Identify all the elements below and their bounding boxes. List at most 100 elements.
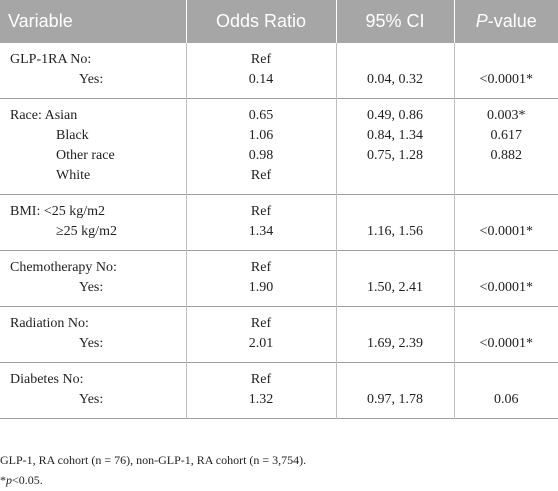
- p-value: [455, 258, 558, 278]
- odds-ratio-value: 0.65: [248, 108, 274, 123]
- ci-value: 0.97, 1.78: [367, 392, 423, 407]
- variable-label: Race: Asian: [10, 108, 78, 123]
- cell-p-value: <0.0001*: [454, 307, 558, 363]
- footnote-significance: *p<0.05.: [0, 470, 306, 490]
- ci-value: 0.84, 1.34: [367, 128, 423, 143]
- variable-label: White: [56, 168, 91, 183]
- odds-ratio-value: 1.32: [248, 392, 274, 407]
- ci-value: 1.16, 1.56: [367, 224, 423, 239]
- cell-p-value: 0.06: [454, 363, 558, 419]
- cell-odds-ratio: Ref 1.90: [186, 250, 337, 307]
- cell-variable: Chemotherapy No: Yes:: [0, 250, 187, 307]
- p-value: [455, 202, 558, 222]
- variable-label: Radiation No:: [10, 316, 89, 331]
- p-value: 0.617: [490, 128, 523, 143]
- odds-ratio-value: 0.14: [248, 72, 274, 87]
- cell-odds-ratio: 0.65 1.06 0.98 Ref: [186, 98, 337, 195]
- cell-variable: BMI: <25 kg/m2 ≥25 kg/m2: [0, 194, 187, 251]
- cell-odds-ratio: Ref 2.01: [186, 306, 337, 363]
- cell-variable: Radiation No: Yes:: [0, 306, 187, 363]
- header-p-suffix: -value: [487, 11, 537, 31]
- cell-p-value: <0.0001*: [454, 43, 558, 99]
- variable-label: Yes:: [79, 280, 104, 295]
- cell-variable: GLP-1RA No: Yes:: [0, 43, 187, 99]
- table-row-bmi: BMI: <25 kg/m2 ≥25 kg/m2 Ref 1.34 1.16, …: [0, 194, 558, 251]
- p-value: [455, 314, 558, 334]
- odds-ratio-value: 1.34: [248, 224, 274, 239]
- cell-p-value: <0.0001*: [454, 251, 558, 307]
- p-value: 0.06: [494, 392, 519, 407]
- header-p-letter: P: [475, 11, 488, 31]
- ci-value: 0.49, 0.86: [367, 108, 423, 123]
- p-value: 0.003*: [487, 108, 526, 123]
- odds-ratio-value: 0.98: [248, 148, 274, 163]
- odds-ratio-value: Ref: [250, 204, 272, 219]
- ci-value: [337, 166, 454, 186]
- variable-label: Yes:: [79, 336, 104, 351]
- ci-value: 0.04, 0.32: [367, 72, 423, 87]
- footnote-threshold: <0.05.: [12, 473, 43, 487]
- cell-ci: 1.69, 2.39: [336, 306, 455, 363]
- variable-label: Yes:: [79, 72, 104, 87]
- variable-label: GLP-1RA No:: [10, 52, 92, 67]
- cell-ci: 0.04, 0.32: [336, 43, 455, 99]
- odds-ratio-value: Ref: [250, 372, 272, 387]
- odds-ratio-value: 1.06: [248, 128, 274, 143]
- p-value: [455, 370, 558, 390]
- table-row-diabetes: Diabetes No: Yes: Ref 1.32 0.97, 1.78 0.…: [0, 362, 558, 419]
- p-value: [455, 50, 558, 70]
- cell-p-value: <0.0001*: [454, 195, 558, 251]
- footnote-cohort: GLP-1, RA cohort (n = 76), non-GLP-1, RA…: [0, 453, 307, 467]
- variable-label: Yes:: [79, 392, 104, 407]
- table-row-chemotherapy: Chemotherapy No: Yes: Ref 1.90 1.50, 2.4…: [0, 250, 558, 307]
- odds-ratio-table: Variable Odds Ratio 95% CI P-value GLP-1…: [0, 0, 558, 419]
- table-header-row: Variable Odds Ratio 95% CI P-value: [0, 0, 558, 43]
- variable-label: Chemotherapy No:: [10, 260, 117, 275]
- odds-ratio-value: Ref: [250, 168, 272, 183]
- ci-value: 1.50, 2.41: [367, 280, 423, 295]
- odds-ratio-value: 1.90: [248, 280, 274, 295]
- cell-odds-ratio: Ref 0.14: [186, 43, 337, 99]
- results-table-container: Variable Odds Ratio 95% CI P-value GLP-1…: [0, 0, 558, 419]
- odds-ratio-value: Ref: [250, 260, 272, 275]
- footnote-p-letter: p: [6, 473, 12, 487]
- ci-value: [337, 202, 454, 222]
- cell-p-value: 0.003* 0.617 0.882: [454, 99, 558, 195]
- table-row-radiation: Radiation No: Yes: Ref 2.01 1.69, 2.39 <…: [0, 306, 558, 363]
- odds-ratio-value: 2.01: [248, 336, 274, 351]
- odds-ratio-value: Ref: [250, 52, 272, 67]
- variable-label: ≥25 kg/m2: [56, 224, 117, 239]
- cell-odds-ratio: Ref 1.34: [186, 194, 337, 251]
- header-p-value: P-value: [454, 0, 558, 43]
- footnote-asterisk: *: [0, 473, 6, 487]
- p-value: [455, 166, 558, 186]
- cell-ci: 1.16, 1.56: [336, 194, 455, 251]
- ci-value: 1.69, 2.39: [367, 336, 423, 351]
- cell-odds-ratio: Ref 1.32: [186, 362, 337, 419]
- p-value: <0.0001*: [479, 224, 533, 239]
- table-footnotes: GLP-1, RA cohort (n = 76), non-GLP-1, RA…: [0, 450, 306, 490]
- p-value: <0.0001*: [479, 72, 533, 87]
- p-value: <0.0001*: [479, 336, 533, 351]
- cell-ci: 0.49, 0.86 0.84, 1.34 0.75, 1.28: [336, 98, 455, 195]
- ci-value: [337, 314, 454, 334]
- odds-ratio-value: Ref: [250, 316, 272, 331]
- header-odds-ratio: Odds Ratio: [186, 0, 337, 43]
- cell-ci: 1.50, 2.41: [336, 250, 455, 307]
- header-variable: Variable: [0, 0, 187, 43]
- variable-label: Other race: [56, 148, 115, 163]
- ci-value: [337, 258, 454, 278]
- cell-variable: Race: Asian Black Other race White: [0, 98, 187, 195]
- header-confidence-interval: 95% CI: [336, 0, 455, 43]
- p-value: <0.0001*: [479, 280, 533, 295]
- table-row-race: Race: Asian Black Other race White 0.65 …: [0, 98, 558, 195]
- cell-variable: Diabetes No: Yes:: [0, 362, 187, 419]
- cell-ci: 0.97, 1.78: [336, 362, 455, 419]
- variable-label: Diabetes No:: [10, 372, 84, 387]
- ci-value: [337, 370, 454, 390]
- p-value: 0.882: [490, 148, 523, 163]
- variable-label: Black: [56, 128, 89, 143]
- variable-label: BMI: <25 kg/m2: [10, 204, 106, 219]
- table-row-glp1ra: GLP-1RA No: Yes: Ref 0.14 0.04, 0.32 <0.…: [0, 43, 558, 99]
- ci-value: 0.75, 1.28: [367, 148, 423, 163]
